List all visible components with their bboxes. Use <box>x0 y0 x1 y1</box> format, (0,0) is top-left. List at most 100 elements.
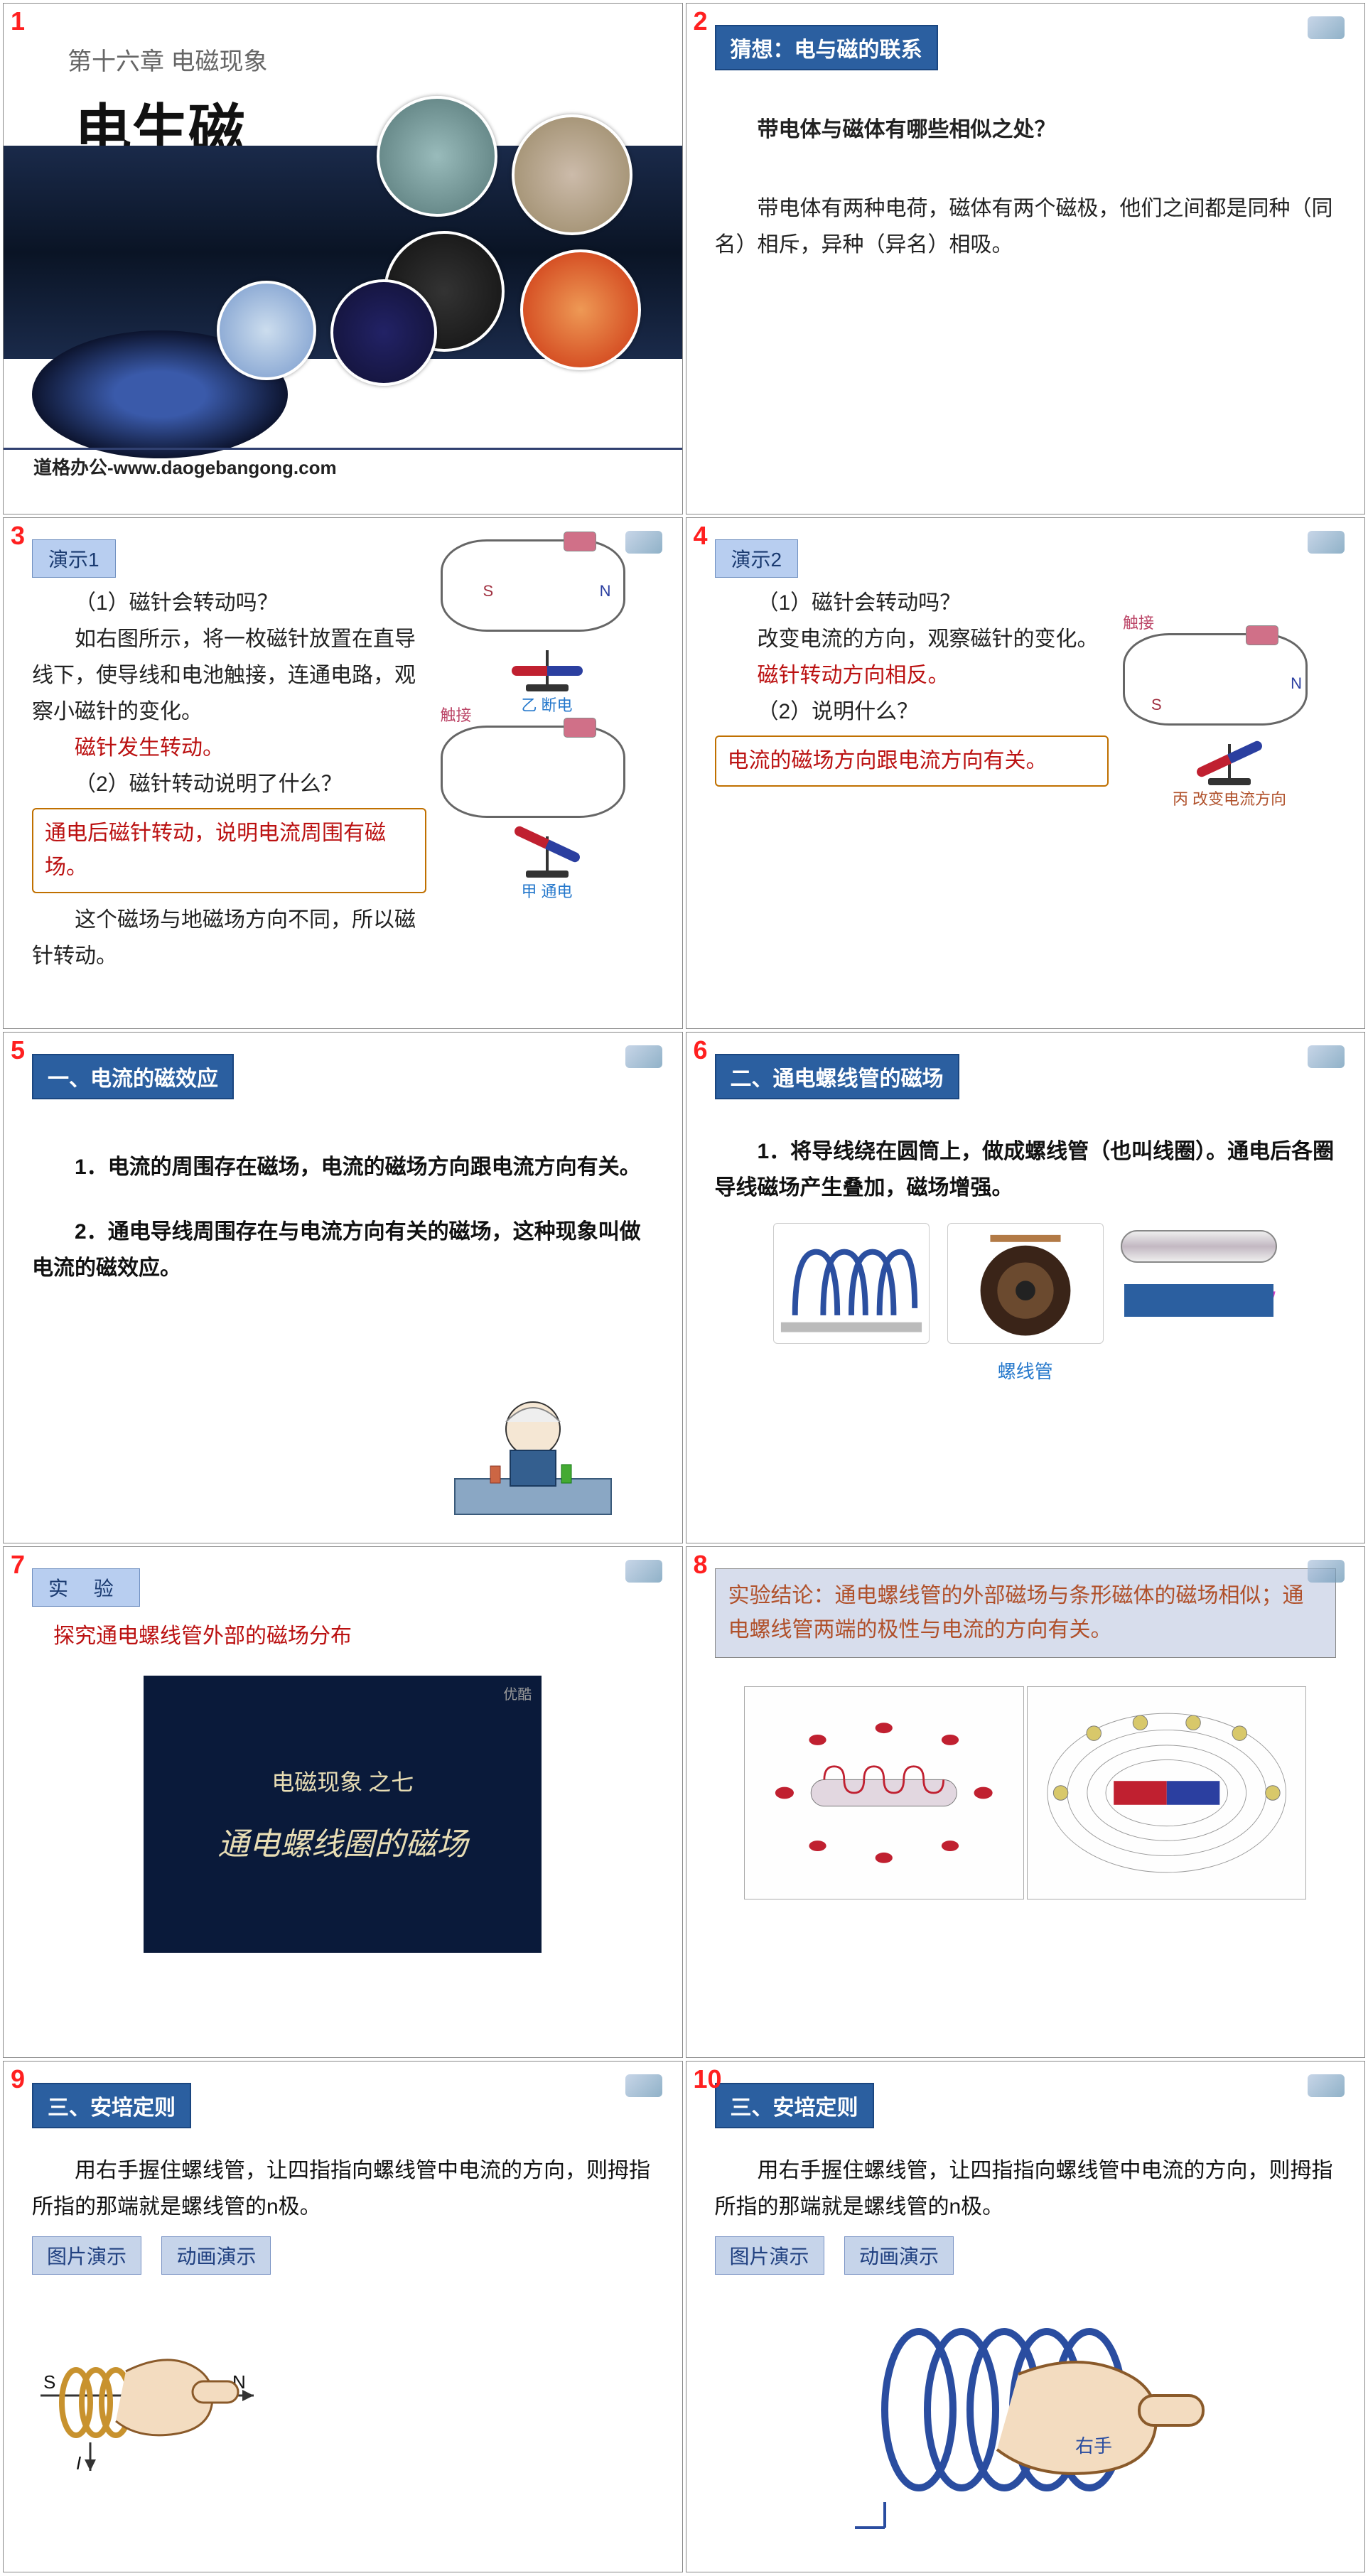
slide-6: 6 二、通电螺线管的磁场 1．将导线绕在圆筒上，做成螺线管（也叫线圈）。通电后各… <box>686 1032 1366 1543</box>
fig-caption: 丙 改变电流方向 <box>1123 787 1336 809</box>
highlight-box: 电流的磁场方向跟电流方向有关。 <box>715 735 1109 787</box>
slide-number: 6 <box>694 1035 708 1065</box>
anim-demo-button[interactable]: 动画演示 <box>844 2236 954 2275</box>
section-header: 三、安培定则 <box>715 2083 874 2128</box>
touch-label: 触接 <box>441 703 654 726</box>
scientist-illustration <box>426 1386 640 1529</box>
projector-icon <box>1308 16 1345 39</box>
point-1: 1．将导线绕在圆筒上，做成螺线管（也叫线圈）。通电后各圈导线磁场产生叠加，磁场增… <box>715 1133 1337 1206</box>
solenoid-field-figure <box>744 1686 1024 1899</box>
fig-caption: 甲 通电 <box>441 879 654 902</box>
compass-base <box>1208 778 1251 785</box>
result-1: 磁针发生转动。 <box>32 730 426 766</box>
highlight-box: 通电后磁针转动，说明电流周围有磁场。 <box>32 808 426 893</box>
right-hand-figure: S N I <box>41 2303 254 2474</box>
scientist-icon <box>426 1386 640 1529</box>
experiment-label: 实 验 <box>32 1568 140 1607</box>
hand-label: 右手 <box>1075 2435 1112 2457</box>
projector-icon <box>1308 2074 1345 2097</box>
compass-base <box>526 684 569 691</box>
image-demo-button[interactable]: 图片演示 <box>32 2236 141 2275</box>
slide-7: 7 实 验 探究通电螺线管外部的磁场分布 优酷 电磁现象 之七 通电螺线圈的磁场 <box>3 1546 683 2058</box>
text-column: 演示2 （1）磁针会转动吗？ 改变电流的方向，观察磁针的变化。 磁针转动方向相反… <box>715 539 1109 809</box>
coil-image-3: ∿∿∿∿∿∿∿∿ <box>1121 1223 1277 1344</box>
result: 磁针转动方向相反。 <box>715 657 1109 694</box>
coil-image-1 <box>773 1223 930 1344</box>
n-pole: N <box>1291 674 1302 693</box>
hero-circle-2 <box>512 114 632 235</box>
image-demo-button[interactable]: 图片演示 <box>715 2236 824 2275</box>
fig-reverse: 触接 S N 丙 改变电流方向 <box>1123 610 1336 809</box>
hero-circle-4 <box>520 249 641 370</box>
projector-icon <box>1308 1560 1345 1583</box>
point-1: 1．电流的周围存在磁场，电流的磁场方向跟电流方向有关。 <box>32 1149 654 1185</box>
slide-number: 7 <box>11 1550 25 1580</box>
hero-circle-1 <box>377 96 497 217</box>
slide-9: 9 三、安培定则 用右手握住螺线管，让四指指向螺线管中电流的方向，则拇指所指的那… <box>3 2061 683 2572</box>
figure-row: ∿∿∿∿∿∿∿∿ <box>715 1220 1337 1350</box>
s-pole: S <box>1151 696 1162 714</box>
s-pole: S <box>483 582 494 600</box>
slide-number: 9 <box>11 2064 25 2094</box>
demo-label: 演示1 <box>32 539 116 578</box>
projector-icon <box>1308 1045 1345 1068</box>
coil-image-2 <box>947 1223 1104 1344</box>
battery-icon <box>564 532 596 551</box>
figure-column: S N 乙 断电 触接 甲 通电 <box>441 539 654 974</box>
hero-circle-5 <box>217 281 316 380</box>
section-header: 三、安培定则 <box>32 2083 191 2128</box>
q1: （1）磁针会转动吗？ <box>715 585 1109 621</box>
point-2: 2．通电导线周围存在与电流方向有关的磁场，这种现象叫做电流的磁效应。 <box>32 1214 654 1286</box>
experiment-title: 探究通电螺线管外部的磁场分布 <box>32 1618 654 1654</box>
projector-icon <box>625 2074 662 2097</box>
section-header: 猜想：电与磁的联系 <box>715 25 938 70</box>
slide-number: 3 <box>11 521 25 551</box>
solenoid-bar <box>1124 1284 1273 1317</box>
i-label: I <box>76 2452 81 2474</box>
video-source-tag: 优酷 <box>503 1683 532 1703</box>
hero-circle-6 <box>330 279 437 386</box>
slide-grid: 1 第十六章 电磁现象 电生磁 道格办公-www.daogebangong.co… <box>0 0 1368 2575</box>
s-pole-label: S <box>43 2371 55 2393</box>
slide-4: 4 演示2 （1）磁针会转动吗？ 改变电流的方向，观察磁针的变化。 磁针转动方向… <box>686 517 1366 1029</box>
q1: （1）磁针会转动吗？ <box>32 585 426 621</box>
slide-number: 5 <box>11 1035 25 1065</box>
right-hand-solenoid-figure: 右手 <box>841 2303 1210 2531</box>
footer-text: 道格办公-www.daogebangong.com <box>33 453 337 480</box>
explain: 这个磁场与地磁场方向不同，所以磁针转动。 <box>32 902 426 974</box>
compass-needle <box>512 666 583 676</box>
video-line-1: 电磁现象 之七 <box>271 1764 414 1797</box>
q2: （2）说明什么？ <box>715 694 1109 730</box>
projector-icon <box>625 1560 662 1583</box>
n-pole: N <box>600 582 611 600</box>
slide-10: 10 三、安培定则 用右手握住螺线管，让四指指向螺线管中电流的方向，则拇指所指的… <box>686 2061 1366 2572</box>
video-placeholder[interactable]: 优酷 电磁现象 之七 通电螺线圈的磁场 <box>144 1676 542 1953</box>
figure-row <box>715 1686 1337 1899</box>
slide-number: 10 <box>694 2064 722 2094</box>
wire-loop <box>1123 633 1308 726</box>
compass-base <box>526 871 569 878</box>
rule-text: 用右手握住螺线管，让四指指向螺线管中电流的方向，则拇指所指的那端就是螺线管的n极… <box>32 2152 654 2225</box>
desc: 改变电流的方向，观察磁针的变化。 <box>715 621 1109 657</box>
projector-icon <box>625 1045 662 1068</box>
question-text: 带电体与磁体有哪些相似之处？ <box>715 112 1337 148</box>
q2: （2）磁针转动说明了什么？ <box>32 766 426 802</box>
fig-on: 触接 甲 通电 <box>441 703 654 895</box>
slide-2: 2 猜想：电与磁的联系 带电体与磁体有哪些相似之处？ 带电体有两种电荷，磁体有两… <box>686 3 1366 514</box>
desc: 如右图所示，将一枚磁针放置在直导线下，使导线和电池触接，连通电路，观察小磁针的变… <box>32 621 426 730</box>
battery-icon <box>1246 625 1278 645</box>
anim-demo-button[interactable]: 动画演示 <box>161 2236 271 2275</box>
rule-text: 用右手握住螺线管，让四指指向螺线管中电流的方向，则拇指所指的那端就是螺线管的n极… <box>715 2152 1337 2225</box>
figure-column: 触接 S N 丙 改变电流方向 <box>1123 539 1336 809</box>
demo-label: 演示2 <box>715 539 799 578</box>
fig-off: S N 乙 断电 <box>441 539 654 703</box>
slide-1: 1 第十六章 电磁现象 电生磁 道格办公-www.daogebangong.co… <box>3 3 683 514</box>
battery-icon <box>564 718 596 738</box>
slide-8: 8 实验结论：通电螺线管的外部磁场与条形磁体的磁场相似；通电螺线管两端的极性与电… <box>686 1546 1366 2058</box>
slide-number: 8 <box>694 1550 708 1580</box>
touch-label: 触接 <box>1123 610 1336 633</box>
video-line-2: 通电螺线圈的磁场 <box>217 1818 468 1864</box>
answer-text: 带电体有两种电荷，磁体有两个磁极，他们之间都是同种（同名）相斥，异种（异名）相吸… <box>715 190 1337 263</box>
chapter-label: 第十六章 电磁现象 <box>68 42 654 77</box>
conclusion-box: 实验结论：通电螺线管的外部磁场与条形磁体的磁场相似；通电螺线管两端的极性与电流的… <box>715 1568 1337 1658</box>
